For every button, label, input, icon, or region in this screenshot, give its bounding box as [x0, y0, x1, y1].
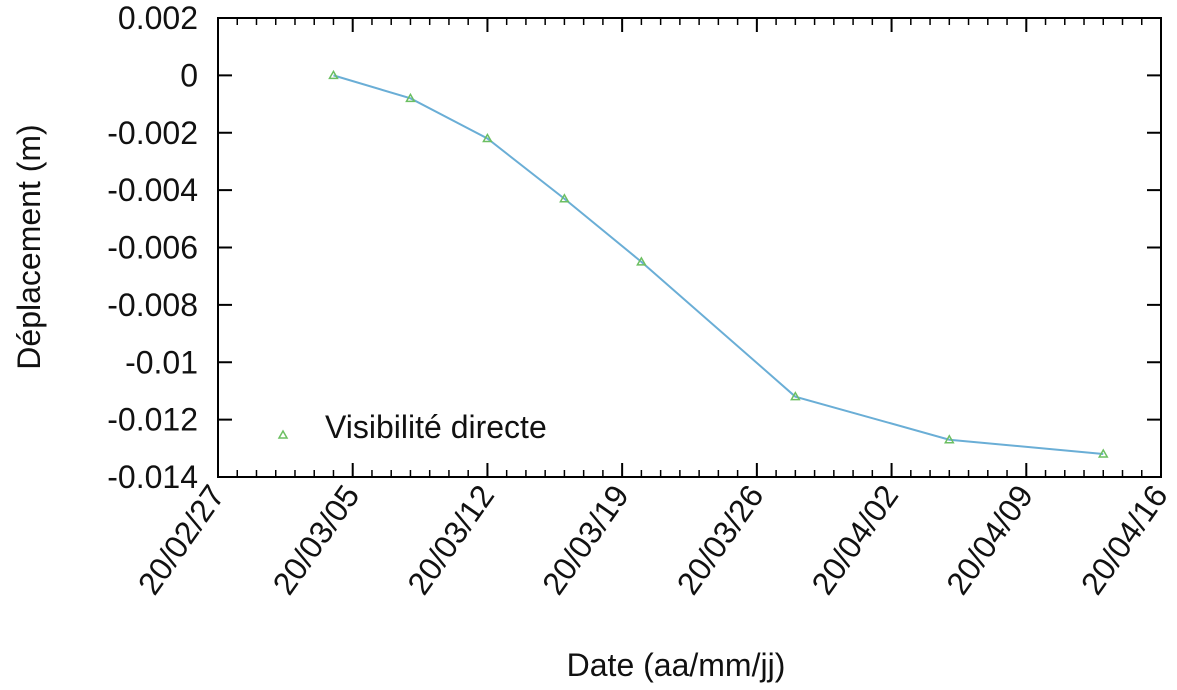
y-tick-label: -0.014	[107, 459, 198, 495]
y-tick-label: 0.002	[118, 0, 198, 36]
x-axis-label: Date (aa/mm/jj)	[567, 647, 786, 683]
y-tick-label: -0.006	[107, 230, 198, 266]
x-tick-label: 20/03/05	[266, 478, 367, 601]
data-point-marker	[636, 256, 647, 266]
data-point-marker	[1097, 448, 1109, 458]
legend: Visibilité directe	[277, 409, 547, 445]
x-tick-label: 20/02/27	[131, 478, 232, 601]
x-tick-label: 20/04/16	[1074, 478, 1175, 601]
legend-marker-triangle	[277, 429, 289, 439]
x-tick-label: 20/03/12	[400, 478, 501, 601]
y-tick-label: -0.004	[107, 172, 198, 208]
series-layer	[328, 69, 1109, 458]
y-tick-label: -0.012	[107, 402, 198, 438]
y-axis-label: Déplacement (m)	[11, 124, 47, 369]
data-point-marker	[482, 132, 493, 143]
x-tick-label: 20/03/19	[535, 478, 636, 601]
y-tick-label: 0	[180, 57, 198, 93]
y-axis-ticks: 0.002 0 -0.002 -0.004 -0.006 -0.008 -0.01 -0.01…	[107, 0, 1161, 495]
x-tick-label: 20/04/02	[804, 478, 905, 601]
y-tick-label: -0.01	[125, 344, 198, 380]
x-tick-label: 20/03/26	[670, 478, 771, 601]
x-tick-label: 20/04/09	[939, 478, 1040, 601]
plot-area-frame	[217, 17, 1162, 478]
data-point-marker	[328, 69, 339, 80]
series-line	[333, 74, 1104, 456]
legend-label-visibilite-directe: Visibilité directe	[325, 409, 547, 445]
y-tick-label: -0.008	[107, 287, 198, 323]
data-point-marker	[559, 193, 570, 203]
data-point-marker	[944, 434, 955, 444]
data-point-marker	[790, 391, 801, 401]
data-point-marker	[405, 92, 416, 103]
y-tick-label: -0.002	[107, 115, 198, 151]
